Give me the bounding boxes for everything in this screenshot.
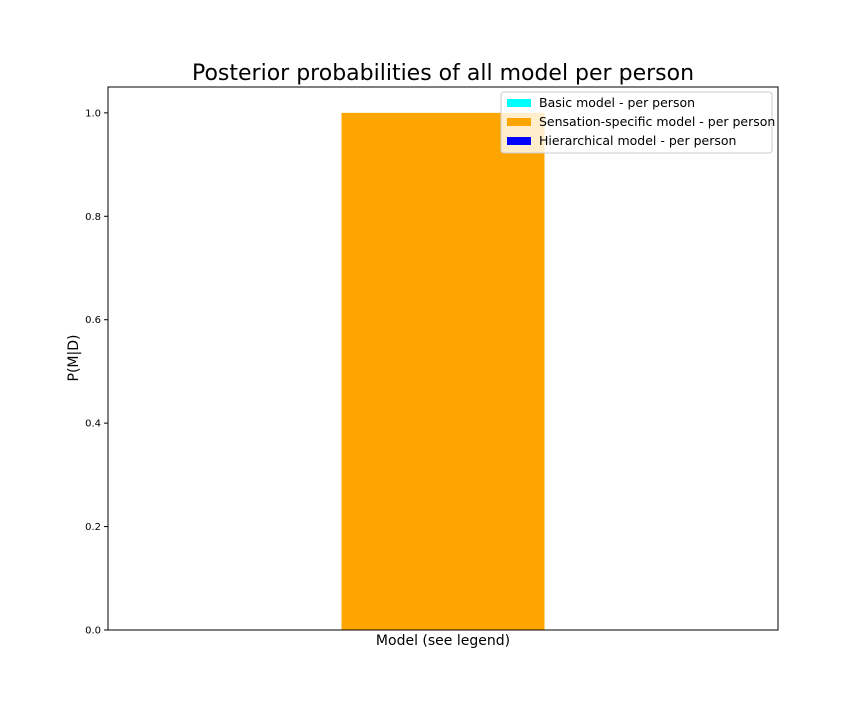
x-axis-label: Model (see legend) [376, 633, 510, 649]
legend-label: Basic model - per person [539, 95, 695, 110]
y-tick-label: 0.4 [85, 419, 101, 430]
legend-box [500, 91, 773, 154]
legend: Basic model - per person Sensation-specif… [500, 91, 775, 154]
bar-series-1 [341, 112, 545, 631]
legend-swatch [507, 99, 531, 107]
legend-swatch [507, 118, 531, 126]
y-tick-label: 0.8 [85, 212, 101, 223]
legend-label: Hierarchical model - per person [539, 133, 736, 148]
legend-swatch [507, 137, 531, 145]
legend-label: Sensation-specific model - per person [539, 114, 775, 129]
y-tick-label: 1.0 [85, 108, 101, 119]
plot-frame [107, 86, 779, 631]
chart-title: Posterior probabilities of all model per… [192, 61, 694, 86]
y-tick-label: 0.6 [85, 315, 101, 326]
y-axis-label: P(M|D) [66, 335, 82, 382]
y-axis-ticks: 0.0 0.2 0.4 0.6 0.8 1.0 [85, 108, 108, 637]
bars-layer [341, 112, 545, 631]
y-tick-label: 0.0 [85, 626, 101, 637]
y-tick-label: 0.2 [85, 522, 101, 533]
